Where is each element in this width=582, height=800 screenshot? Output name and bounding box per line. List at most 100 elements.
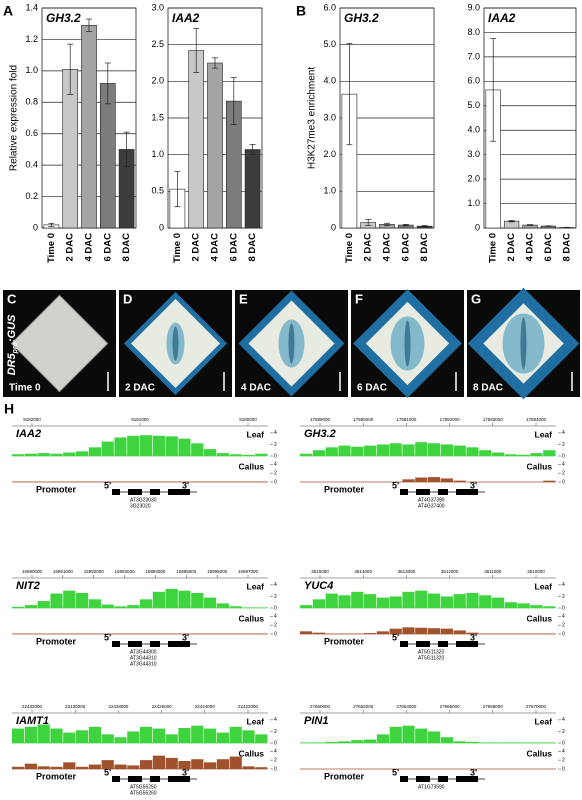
y-tick-label: 0 xyxy=(475,222,480,232)
coverage-bar xyxy=(165,436,178,456)
exon xyxy=(400,489,408,495)
error-bar xyxy=(346,43,353,146)
coverage-bar xyxy=(101,760,114,769)
panel-label: B xyxy=(296,3,306,19)
y-tick-label: 1.0 xyxy=(25,65,38,75)
gene-name: NIT2 xyxy=(16,580,40,592)
y-tick-label: 9.0 xyxy=(467,2,480,12)
coverage-bar xyxy=(453,445,466,456)
coordinate-label: 27662000 xyxy=(353,704,374,709)
coverage-bar xyxy=(191,725,204,743)
error-bar xyxy=(365,219,372,226)
coverage-bar xyxy=(351,591,364,608)
coverage-bar xyxy=(312,450,325,456)
x-tick-label: 8 DAC xyxy=(561,233,572,262)
coverage-bar xyxy=(453,741,466,743)
coverage-bar xyxy=(428,593,441,608)
reporter-label: DR5pro:GUS xyxy=(6,314,19,375)
coverage-bar xyxy=(204,762,217,769)
coverage-bar xyxy=(204,449,217,456)
coverage-bar xyxy=(440,444,453,456)
error-bar xyxy=(402,223,409,227)
coverage-bar xyxy=(24,726,37,743)
coordinate-label: 15992000 xyxy=(84,569,105,574)
y-tick-label: 6.0 xyxy=(467,76,480,86)
coverage-bar xyxy=(191,592,204,608)
bar xyxy=(207,62,223,229)
coverage-bar xyxy=(530,453,543,456)
coverage-bar xyxy=(76,592,89,608)
coordinate-label: 17592000 xyxy=(440,417,461,422)
coverage-bar xyxy=(114,764,127,769)
track-tick-label: 0 xyxy=(274,605,277,611)
exon xyxy=(128,489,142,495)
coverage-bar xyxy=(543,450,556,456)
gus-stain xyxy=(520,317,527,370)
coverage-bar xyxy=(440,737,453,743)
y-tick-label: 8.0 xyxy=(467,27,480,37)
y-tick-label: 4.0 xyxy=(323,76,336,86)
track-label: Leaf xyxy=(535,581,553,591)
coverage-bar xyxy=(479,450,492,456)
gene-id: AT5G55250 xyxy=(130,784,157,790)
x-tick-label: 2 DAC xyxy=(65,233,76,262)
y-tick-label: 0.8 xyxy=(25,97,38,107)
coverage-bar xyxy=(24,453,37,456)
track-tick-label: 4 xyxy=(274,430,277,436)
y-tick-label: 0 xyxy=(159,222,164,232)
coverage-bar xyxy=(37,601,50,608)
exon xyxy=(150,489,160,495)
coverage-bar xyxy=(402,591,415,608)
three-prime: 3' xyxy=(470,767,477,777)
track-tick-label: 2 xyxy=(562,729,565,735)
track-tick-label: 4 xyxy=(562,717,565,723)
y-tick-label: 3.0 xyxy=(323,112,336,122)
coverage-bar xyxy=(127,435,140,456)
coordinate-label: 3614000 xyxy=(354,569,372,574)
promoter-label: Promoter xyxy=(36,484,77,494)
exon xyxy=(128,641,142,647)
three-prime: 3' xyxy=(182,480,189,490)
gene-id: AT4G37400 xyxy=(418,503,445,509)
photo-caption: Time 0 xyxy=(9,383,41,394)
y-tick-label: 2.0 xyxy=(323,149,336,159)
error-bar xyxy=(104,62,111,105)
coverage-bar xyxy=(492,597,505,608)
error-bar xyxy=(48,222,55,227)
bar xyxy=(99,83,116,229)
five-prime: 5' xyxy=(392,767,399,777)
y-tick-label: 0.2 xyxy=(25,191,38,201)
coordinate-label: 17589000 xyxy=(310,417,331,422)
coverage-bar xyxy=(415,728,428,743)
promoter-label: Promoter xyxy=(324,636,365,646)
coordinate-label: 22422000 xyxy=(238,704,259,709)
coverage-bar xyxy=(530,605,543,608)
coverage-bar xyxy=(191,759,204,769)
gus-stain xyxy=(172,326,179,361)
coverage-bar xyxy=(453,630,466,634)
x-tick-label: 8 DAC xyxy=(419,233,430,262)
coverage-bar xyxy=(37,453,50,456)
y-tick-label: 4.0 xyxy=(467,125,480,135)
coverage-bar xyxy=(101,441,114,456)
track-tick-label: 0 xyxy=(562,766,565,772)
gene-id: AT5G55260 xyxy=(130,790,157,796)
track-tick-label: 4 xyxy=(562,614,565,620)
track-label: Callus xyxy=(238,461,264,471)
coverage-bar xyxy=(242,730,255,743)
error-bar xyxy=(230,77,237,125)
coverage-bar xyxy=(63,590,76,608)
coverage-bar xyxy=(402,725,415,743)
coverage-bar xyxy=(415,477,428,482)
coverage-bar xyxy=(389,596,402,608)
coverage-bar xyxy=(50,728,63,743)
coverage-bar xyxy=(402,627,415,634)
coverage-bar xyxy=(127,765,140,769)
coverage-bar xyxy=(364,594,377,608)
coordinate-label: 3613000 xyxy=(398,569,416,574)
coverage-bar xyxy=(37,766,50,769)
coverage-bar xyxy=(24,763,37,769)
track-tick-label: 4 xyxy=(562,430,565,436)
x-tick-label: 6 DAC xyxy=(543,233,554,262)
